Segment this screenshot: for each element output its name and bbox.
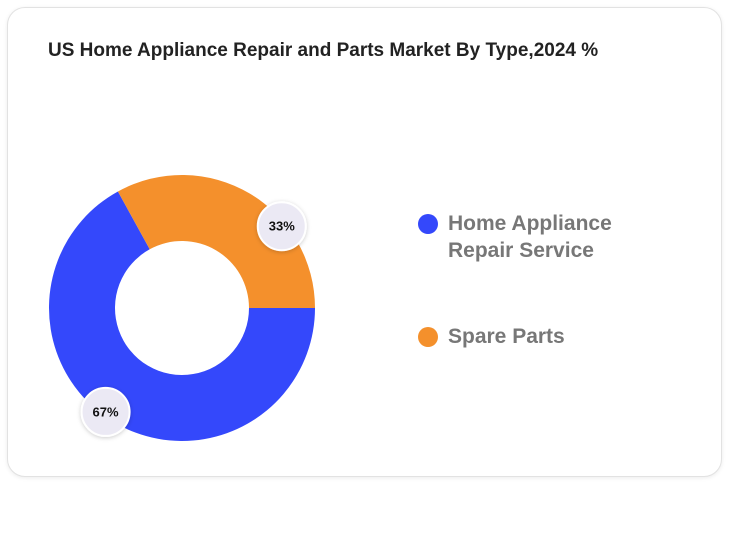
- chart-title: US Home Appliance Repair and Parts Marke…: [48, 40, 599, 61]
- legend-swatch: [418, 214, 438, 234]
- value-label: 67%: [93, 404, 119, 419]
- legend-label: Home Appliance Repair Service: [448, 212, 612, 262]
- legend-item: Spare Parts: [418, 323, 658, 350]
- donut-segment: [49, 191, 316, 442]
- value-label: 33%: [269, 219, 295, 234]
- label-bubble: [256, 201, 307, 252]
- label-bubble: [80, 386, 131, 437]
- legend-swatch: [418, 327, 438, 347]
- legend-item: Home Appliance Repair Service: [418, 210, 658, 264]
- legend-label: Spare Parts: [448, 325, 565, 348]
